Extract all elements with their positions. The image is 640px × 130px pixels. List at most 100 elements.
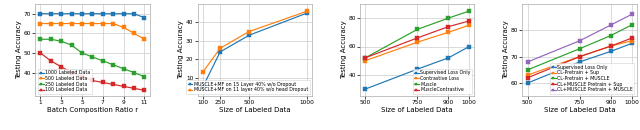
Line: Supervised Loss Only: Supervised Loss Only [364, 45, 470, 91]
500 Labeled Data [141, 38, 148, 40]
CL+MUSCLE Pretrain + MUSCLE [607, 24, 614, 26]
1000 Labeled Data [120, 13, 127, 15]
MUSCLE+MF on 11 layer 40% w/o head Dropout [303, 11, 310, 12]
X-axis label: Size of Labeled Data: Size of Labeled Data [544, 107, 616, 113]
Y-axis label: Testing Accuracy: Testing Accuracy [16, 21, 22, 79]
1000 Labeled Data [109, 13, 117, 15]
CL+MUSCLE Pretrain + MUSCLE [576, 40, 584, 42]
100 Labeled Data [68, 72, 76, 73]
CL-Pretrain + MUSCLE [628, 24, 636, 26]
Legend: MUSCLE+MF on 15 Layer 40% w/o Dropout, MUSCLE+MF on 11 layer 40% w/o head Dropou: MUSCLE+MF on 15 Layer 40% w/o Dropout, M… [186, 80, 310, 94]
500 Labeled Data [47, 23, 54, 24]
1000 Labeled Data [88, 13, 96, 15]
Line: 100 Labeled Data: 100 Labeled Data [39, 51, 146, 92]
1000 Labeled Data [36, 13, 44, 15]
Line: Contrastive Loss: Contrastive Loss [364, 24, 470, 62]
CL+MUSCLE Pretrain + Sup [524, 77, 531, 79]
Line: Muscle: Muscle [364, 9, 470, 59]
MUSCLE+MF on 15 Layer 40% w/o Dropout [199, 86, 207, 88]
100 Labeled Data [109, 84, 117, 85]
CL-Pretrain + MUSCLE [524, 69, 531, 71]
250 Labeled Data [58, 40, 65, 42]
X-axis label: Size of Labeled Data: Size of Labeled Data [219, 107, 291, 113]
MUSCLE+MF on 15 Layer 40% w/o Dropout [303, 12, 310, 14]
CL-Pretrain + Sup [607, 45, 614, 47]
1000 Labeled Data [141, 17, 148, 18]
MUSCLE+MF on 15 Layer 40% w/o Dropout [216, 51, 224, 53]
100 Labeled Data [88, 80, 96, 81]
Contrastive Loss [413, 41, 421, 43]
MuscleContrastive [362, 57, 369, 59]
100 Labeled Data [99, 82, 107, 83]
250 Labeled Data [141, 76, 148, 77]
Line: 500 Labeled Data: 500 Labeled Data [39, 22, 146, 41]
1000 Labeled Data [68, 13, 76, 15]
CL-Pretrain + MUSCLE [607, 35, 614, 36]
100 Labeled Data [78, 76, 86, 77]
CL-Pretrain + Sup [628, 40, 636, 42]
Legend: Supervised Loss Only, Contrastive Loss, Muscle, MuscleContrastive: Supervised Loss Only, Contrastive Loss, … [413, 69, 472, 94]
250 Labeled Data [130, 72, 138, 73]
500 Labeled Data [58, 23, 65, 24]
X-axis label: Size of Labeled Data: Size of Labeled Data [381, 107, 453, 113]
500 Labeled Data [109, 23, 117, 24]
Supervised Loss Only [628, 43, 636, 44]
Supervised Loss Only [524, 82, 531, 84]
Supervised Loss Only [445, 57, 452, 59]
Legend: Supervised Loss Only, CL-Pretrain + Sup, CL-Pretrain + MUSCLE, CL+MUSCLE Pretrai: Supervised Loss Only, CL-Pretrain + Sup,… [550, 63, 634, 94]
CL-Pretrain + Sup [524, 74, 531, 76]
Line: CL+MUSCLE Pretrain + Sup: CL+MUSCLE Pretrain + Sup [526, 37, 633, 79]
Contrastive Loss [465, 24, 473, 26]
250 Labeled Data [78, 52, 86, 54]
Muscle [465, 10, 473, 12]
MUSCLE+MF on 15 Layer 40% w/o Dropout [245, 34, 253, 36]
Legend: 1000 Labeled Data, 500 Labeled Data, 250 Labeled Data, 100 Labeled Data: 1000 Labeled Data, 500 Labeled Data, 250… [38, 69, 92, 94]
Line: 250 Labeled Data: 250 Labeled Data [39, 38, 146, 78]
Line: CL-Pretrain + MUSCLE: CL-Pretrain + MUSCLE [526, 24, 633, 71]
MuscleContrastive [465, 20, 473, 22]
CL-Pretrain + Sup [576, 56, 584, 57]
100 Labeled Data [58, 66, 65, 67]
Supervised Loss Only [362, 88, 369, 90]
MUSCLE+MF on 11 layer 40% w/o head Dropout [199, 71, 207, 73]
1000 Labeled Data [130, 13, 138, 15]
500 Labeled Data [88, 23, 96, 24]
Contrastive Loss [362, 60, 369, 61]
250 Labeled Data [68, 44, 76, 46]
Contrastive Loss [445, 31, 452, 33]
Y-axis label: Testing Accuracy: Testing Accuracy [341, 21, 347, 79]
CL+MUSCLE Pretrain + MUSCLE [628, 14, 636, 15]
100 Labeled Data [47, 60, 54, 62]
500 Labeled Data [36, 23, 44, 24]
Line: MUSCLE+MF on 11 layer 40% w/o head Dropout: MUSCLE+MF on 11 layer 40% w/o head Dropo… [202, 10, 308, 74]
500 Labeled Data [130, 33, 138, 34]
Line: 1000 Labeled Data: 1000 Labeled Data [39, 12, 146, 19]
100 Labeled Data [120, 86, 127, 87]
1000 Labeled Data [99, 13, 107, 15]
Muscle [413, 29, 421, 30]
100 Labeled Data [36, 52, 44, 54]
500 Labeled Data [120, 27, 127, 28]
1000 Labeled Data [78, 13, 86, 15]
250 Labeled Data [120, 68, 127, 70]
Supervised Loss Only [576, 61, 584, 63]
CL-Pretrain + MUSCLE [576, 48, 584, 50]
Supervised Loss Only [413, 68, 421, 70]
Line: MuscleContrastive: MuscleContrastive [364, 19, 470, 59]
Y-axis label: Testing Accuracy: Testing Accuracy [504, 21, 509, 79]
Line: Supervised Loss Only: Supervised Loss Only [526, 42, 633, 84]
MuscleContrastive [445, 26, 452, 27]
Line: MUSCLE+MF on 15 Layer 40% w/o Dropout: MUSCLE+MF on 15 Layer 40% w/o Dropout [202, 12, 308, 89]
Line: CL-Pretrain + Sup: CL-Pretrain + Sup [526, 39, 633, 77]
CL+MUSCLE Pretrain + Sup [607, 45, 614, 47]
1000 Labeled Data [58, 13, 65, 15]
250 Labeled Data [36, 38, 44, 40]
Line: CL+MUSCLE Pretrain + MUSCLE: CL+MUSCLE Pretrain + MUSCLE [526, 13, 633, 63]
Muscle [362, 57, 369, 59]
Supervised Loss Only [465, 46, 473, 47]
250 Labeled Data [109, 64, 117, 66]
Y-axis label: Testing Accuracy: Testing Accuracy [179, 21, 184, 79]
1000 Labeled Data [47, 13, 54, 15]
500 Labeled Data [78, 23, 86, 24]
CL+MUSCLE Pretrain + Sup [576, 56, 584, 57]
